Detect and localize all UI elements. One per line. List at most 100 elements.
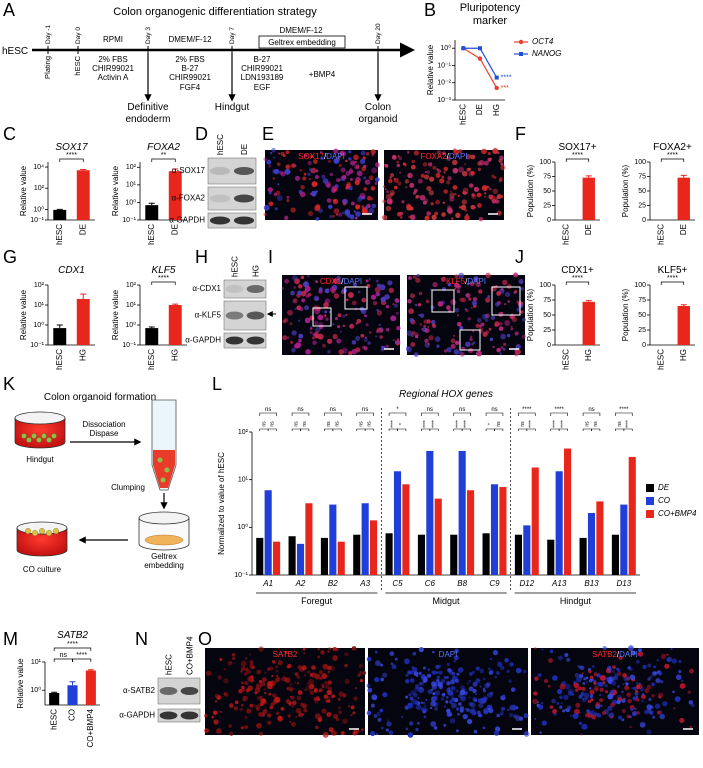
- cell: [229, 703, 234, 708]
- y-tick-label: 75: [543, 173, 551, 180]
- cell: [372, 300, 378, 306]
- cell: [238, 688, 243, 694]
- cell: [345, 313, 348, 317]
- chart-title: Pluripotency marker: [459, 2, 521, 27]
- cell: [295, 715, 298, 719]
- dish-rim: [138, 511, 190, 525]
- cell: [298, 712, 304, 718]
- cell: [446, 662, 450, 666]
- cell: [486, 682, 491, 687]
- cell: [502, 279, 508, 286]
- cell: [419, 686, 423, 690]
- cell: [601, 710, 606, 716]
- cell: [564, 683, 571, 690]
- image-label-part: SOX17: [298, 152, 324, 161]
- cell: [326, 689, 333, 696]
- cell: [678, 659, 682, 664]
- cell: [471, 687, 474, 690]
- cell: [681, 679, 684, 683]
- cell: [366, 656, 372, 662]
- cell: [446, 207, 453, 214]
- bar: [677, 306, 690, 345]
- cell: [356, 318, 362, 324]
- cell: [473, 729, 478, 734]
- cell: [582, 682, 586, 685]
- cell: [259, 695, 263, 700]
- cell: [375, 279, 379, 283]
- cell: [436, 150, 442, 155]
- cell: [232, 656, 236, 661]
- cell: [379, 335, 383, 339]
- cell: [458, 272, 465, 279]
- cell: [385, 205, 392, 212]
- day-note: hESC: [73, 55, 82, 75]
- cell: [354, 180, 360, 186]
- bar: [168, 305, 182, 345]
- cell: [547, 684, 551, 688]
- cell: [599, 687, 604, 693]
- cell: [397, 155, 400, 158]
- cell: [291, 704, 295, 708]
- cell: [370, 149, 376, 155]
- cell: [451, 702, 457, 709]
- cell: [384, 294, 390, 300]
- cell: [441, 212, 446, 217]
- cell: [424, 338, 429, 343]
- cell: [599, 675, 606, 681]
- cell: [329, 214, 333, 219]
- cell: [322, 663, 329, 670]
- cell: [275, 190, 281, 196]
- cell: [382, 692, 388, 698]
- cell: [353, 154, 359, 161]
- legend-label: NANOG: [532, 49, 561, 58]
- cell: [333, 293, 340, 299]
- blot-band: [209, 167, 231, 175]
- cell: [380, 663, 384, 667]
- error-bar: [69, 681, 76, 686]
- cell: [348, 351, 353, 356]
- cell: [264, 691, 267, 695]
- cell: [281, 676, 287, 682]
- cell: [468, 696, 471, 699]
- y-tick-label: 10¹: [34, 302, 45, 309]
- bar: [288, 536, 296, 575]
- cell: [380, 726, 384, 730]
- cell: [548, 658, 553, 663]
- cell: [483, 677, 486, 681]
- condition: B-27 CHIR99021 LDN193189 EGF: [240, 55, 284, 92]
- sig-bracket: [429, 428, 439, 431]
- x-tick-label: HG: [78, 349, 87, 361]
- sig-bracket: [518, 412, 536, 416]
- y-tick-label: 10⁴: [33, 164, 44, 171]
- cell: [599, 694, 602, 697]
- cell: [556, 702, 560, 705]
- cell: [332, 646, 337, 651]
- blot-band: [246, 336, 265, 345]
- bar: [531, 467, 539, 575]
- cell: [326, 198, 332, 203]
- cell: [419, 323, 423, 326]
- y-tick-label: 10⁻¹: [122, 217, 136, 224]
- cell: [481, 185, 488, 191]
- cell: [562, 709, 566, 713]
- cell: [487, 667, 491, 670]
- bar: [587, 512, 596, 575]
- cell: [412, 651, 417, 656]
- y-tick-label: 0: [547, 342, 551, 349]
- tissue: [36, 437, 42, 443]
- cell: [297, 690, 303, 695]
- cell: [318, 287, 323, 292]
- sig-bracket: [485, 428, 495, 431]
- cell: [380, 677, 385, 682]
- cell: [317, 314, 324, 321]
- cell: [514, 331, 519, 336]
- cell: [263, 687, 266, 691]
- cell: [361, 728, 364, 731]
- sig-label: ns: [297, 407, 303, 413]
- panel-letter: G: [3, 247, 17, 267]
- cell: [456, 314, 460, 317]
- y-axis-label: Relative value: [426, 44, 435, 95]
- bar: [514, 534, 522, 575]
- cell: [515, 667, 522, 674]
- blot-band: [180, 711, 199, 720]
